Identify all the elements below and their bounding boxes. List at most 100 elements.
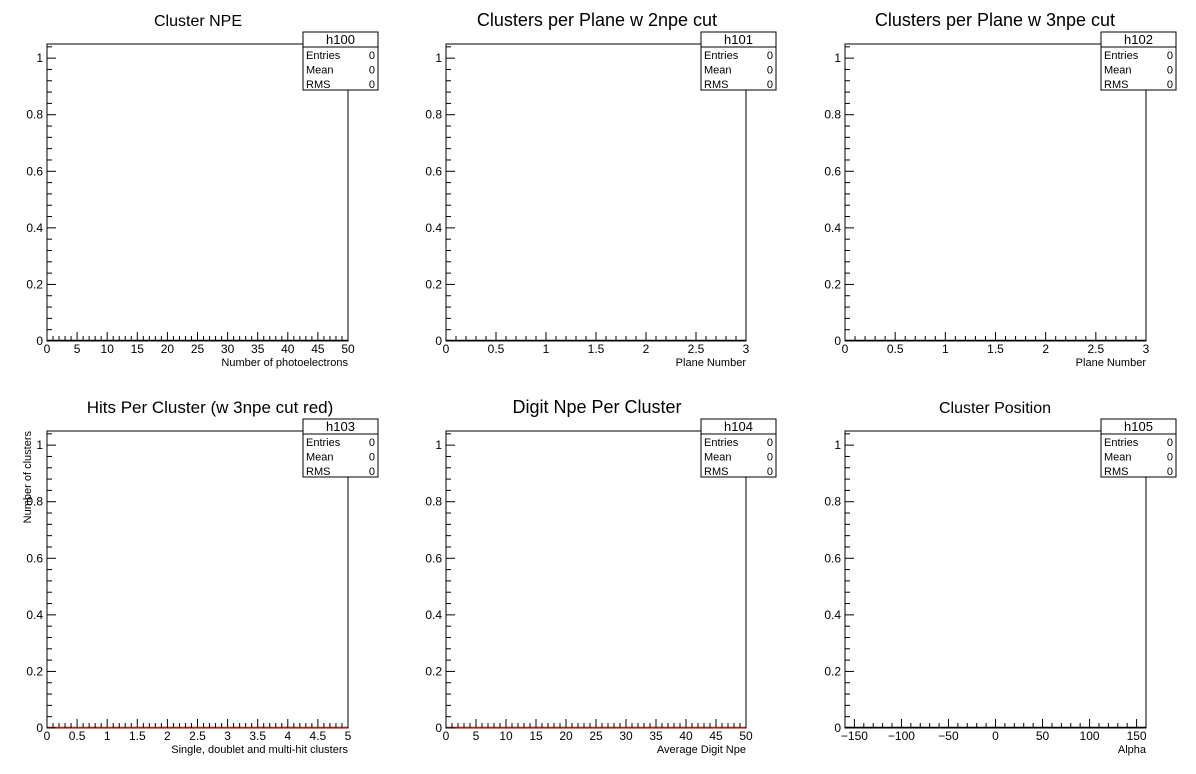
y-tick-label: 0.2 [26,277,43,291]
stats-row-value: 0 [767,50,773,62]
chart-title: Clusters per Plane w 2npe cut [477,10,717,30]
y-tick-label: 1 [834,51,841,65]
y-tick-label: 0.8 [425,108,442,122]
x-tick-label: 0.5 [887,342,904,356]
stats-row-label: Entries [1104,437,1139,449]
x-tick-label: 10 [499,729,513,743]
x-tick-label: 5 [74,342,81,356]
x-tick-label: 150 [1127,729,1147,743]
stats-box-frame [700,31,777,91]
y-tick-label: 1 [435,51,442,65]
stats-row-label: Entries [704,437,739,449]
y-tick-label: 0 [435,721,442,735]
x-tick-label: 25 [191,342,205,356]
x-axis-label: Plane Number [1076,357,1147,369]
stats-histogram-name: h103 [326,419,355,434]
x-tick-label: 0 [992,729,999,743]
y-tick-label: 0.4 [824,608,841,622]
x-tick-label: 40 [281,342,295,356]
stats-row-value: 0 [369,466,375,478]
x-tick-label: 15 [529,729,543,743]
stats-box-frame [302,31,379,91]
stats-histogram-name: h100 [326,32,355,47]
x-tick-label: 1 [543,342,550,356]
stats-row-label: Mean [306,452,334,464]
y-tick-label: 0.2 [824,277,841,291]
stats-row-value: 0 [1167,65,1173,77]
y-tick-label: 0.2 [824,664,841,678]
stats-row-value: 0 [369,452,375,464]
x-tick-label: −100 [888,729,915,743]
x-tick-label: 45 [311,342,325,356]
y-tick-label: 0.8 [824,495,841,509]
stats-row-value: 0 [1167,466,1173,478]
y-tick-label: 1 [36,51,43,65]
y-tick-label: 0 [36,721,43,735]
x-tick-label: 2 [643,342,650,356]
x-tick-label: 15 [131,342,145,356]
y-tick-label: 0.8 [425,495,442,509]
y-tick-label: 0.4 [824,221,841,235]
stats-row-value: 0 [369,79,375,91]
x-tick-label: 0.5 [69,729,86,743]
x-axis-label: Plane Number [676,357,747,369]
chart-title: Clusters per Plane w 3npe cut [875,10,1115,30]
x-tick-label: 50 [1036,729,1050,743]
stats-row-label: RMS [306,466,330,478]
x-tick-label: 5 [345,729,352,743]
x-axis-label: Number of photoelectrons [221,357,348,369]
stats-row-value: 0 [1167,50,1173,62]
stats-row-label: Mean [1104,65,1132,77]
stats-row-label: Mean [1104,452,1132,464]
x-tick-label: 4.5 [310,729,327,743]
y-tick-label: 0.6 [26,551,43,565]
stats-row-label: RMS [306,79,330,91]
x-tick-label: 1.5 [987,342,1004,356]
x-tick-label: 30 [221,342,235,356]
stats-row-label: Mean [704,65,732,77]
stats-histogram-name: h102 [1124,32,1153,47]
y-tick-label: 0.6 [824,551,841,565]
x-tick-label: 50 [341,342,355,356]
stats-row-label: Entries [306,50,341,62]
y-tick-label: 0.6 [425,551,442,565]
stats-row-value: 0 [369,65,375,77]
y-tick-label: 0 [435,334,442,348]
x-tick-label: 0.5 [488,342,505,356]
x-tick-label: 35 [251,342,265,356]
x-tick-label: 20 [161,342,175,356]
x-tick-label: 20 [559,729,573,743]
stats-box: h104 Entries 0 Mean 0 RMS 0 [700,418,777,478]
x-tick-label: 30 [619,729,633,743]
stats-box: h105 Entries 0 Mean 0 RMS 0 [1100,418,1177,478]
x-tick-label: 1.5 [588,342,605,356]
x-tick-label: 50 [739,729,753,743]
y-tick-label: 0.6 [26,164,43,178]
x-tick-label: 2.5 [688,342,705,356]
stats-row-value: 0 [767,79,773,91]
histogram-pad-h105: Cluster Position−150 −100 −50 0 50 100 15000.2… [824,400,1177,756]
y-tick-label: 0.6 [824,164,841,178]
x-tick-label: 3 [1143,342,1150,356]
y-tick-label: 0.8 [26,495,43,509]
stats-row-value: 0 [767,466,773,478]
x-tick-label: 1 [104,729,111,743]
stats-row-label: Entries [1104,50,1139,62]
stats-box: h102 Entries 0 Mean 0 RMS 0 [1100,31,1177,91]
chart-title: Cluster Position [939,400,1051,417]
y-tick-label: 0 [36,334,43,348]
x-tick-label: 5 [473,729,480,743]
y-tick-label: 0.6 [425,164,442,178]
histogram-pad-h102: Clusters per Plane w 3npe cut 0 0.5 1 1.5 2 2.… [824,10,1177,369]
x-tick-label: 0 [44,729,51,743]
stats-histogram-name: h101 [724,32,753,47]
x-tick-label: 3.5 [249,729,266,743]
stats-row-label: Mean [704,452,732,464]
stats-row-label: RMS [704,79,728,91]
y-tick-label: 0.4 [425,221,442,235]
x-tick-label: 0 [443,342,450,356]
x-tick-label: 10 [101,342,115,356]
x-axis-label: Alpha [1118,744,1147,756]
